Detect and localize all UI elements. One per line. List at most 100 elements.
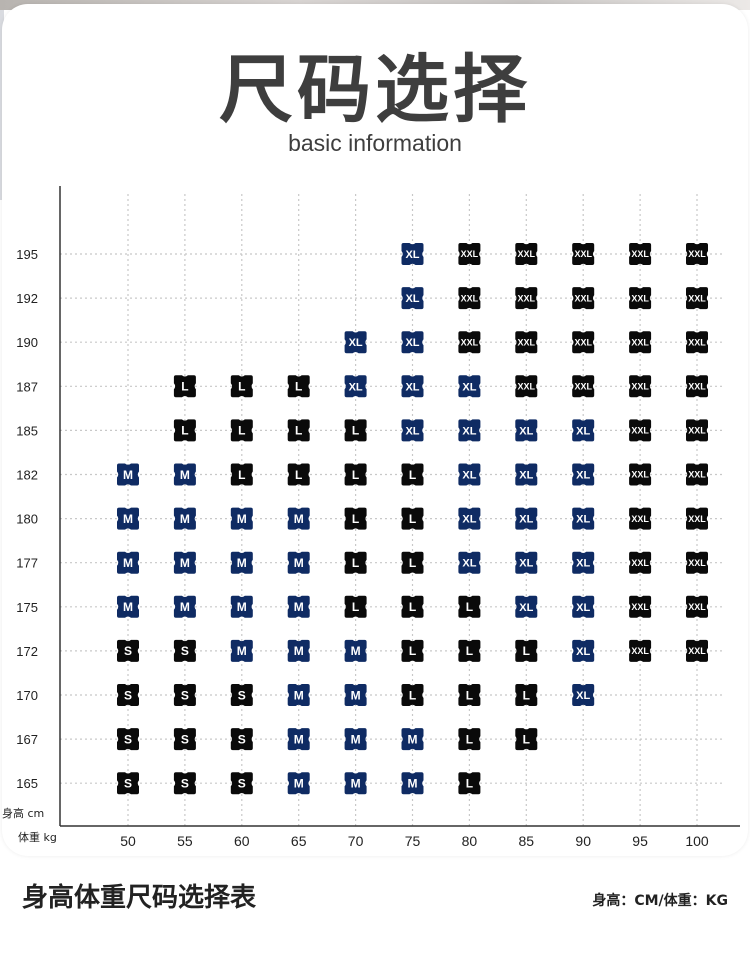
x-tick-label: 80 [462,833,478,849]
size-tag-label: XL [519,425,533,437]
size-tag-label: L [238,468,245,482]
size-tag-label: XXL [631,558,649,568]
size-tag [287,419,310,442]
size-tag-label: XXL [631,293,649,303]
size-tag [344,551,367,574]
size-tag [629,463,652,486]
size-tag [515,684,538,706]
size-tag [401,419,424,442]
size-tag-label: XL [519,469,533,481]
size-tag-label: XL [576,646,590,658]
size-tag-label: L [466,732,473,746]
size-tag [458,551,481,574]
size-tag [230,463,253,486]
size-tag-label: XL [576,602,590,614]
size-tag-label: L [466,600,473,614]
size-tag [458,728,481,751]
size-tag [686,375,708,398]
size-tag [173,507,196,530]
size-tag [629,507,652,530]
size-tag [458,772,481,795]
size-tag [287,551,310,574]
size-tag-label: XXL [688,337,706,347]
y-tick-label: 170 [16,688,38,703]
y-tick-label: 180 [16,512,38,527]
size-tag [458,331,481,354]
size-tag-label: L [466,644,473,658]
size-tag-label: XL [405,337,419,349]
size-tag [344,419,367,442]
size-tag-label: L [409,512,416,526]
size-tag-label: M [351,644,361,658]
size-tag [458,463,481,486]
size-tag [230,728,253,751]
size-tag-label: M [180,468,190,482]
page-title: 尺码选择 [219,47,531,133]
size-tag-label: XXL [688,426,706,436]
size-tag [401,595,424,618]
size-tag-label: XL [462,514,476,526]
y-tick-label: 192 [16,291,38,306]
size-tag [230,419,253,442]
y-axis-title: 身高 cm [2,806,44,820]
x-tick-label: 55 [177,833,193,849]
size-tag-label: L [295,468,302,482]
page-subtitle: basic information [288,130,462,156]
size-tag [629,287,652,310]
size-tag-label: XL [349,337,363,349]
size-tag-label: L [181,380,188,394]
size-tag-label: L [409,688,416,702]
size-tag-label: XXL [688,646,706,656]
size-tag-label: M [123,600,133,614]
size-tag [401,287,424,310]
size-tag [515,595,538,618]
size-tag [515,507,538,530]
size-tag [686,419,708,442]
size-tag [629,551,652,574]
size-tag-label: L [295,424,302,438]
size-tag-label: S [238,732,246,746]
size-tag-label: XXL [631,602,649,612]
size-tag [344,684,367,706]
size-tag [458,639,481,662]
size-tag-label: S [181,688,189,702]
size-tag [230,684,253,706]
size-tag-label: XXL [574,382,592,392]
size-tag-label: M [408,732,418,746]
size-tag-label: L [523,688,530,702]
size-tag [287,684,310,706]
x-tick-label: 90 [575,833,591,849]
size-tag [686,331,708,354]
size-tag [344,595,367,618]
size-tag-label: S [238,688,246,702]
size-tag [401,684,424,706]
size-tag-label: L [352,600,359,614]
size-tag [117,595,139,618]
size-tag-label: L [352,556,359,570]
size-tag [287,463,310,486]
size-tag [629,243,652,265]
size-tag-label: XXL [631,470,649,480]
size-tag [572,375,595,398]
size-tag-label: M [180,556,190,570]
size-tag-label: XXL [461,249,479,259]
size-tag [117,728,139,751]
size-tag [401,728,424,751]
size-tag [117,463,139,486]
size-tag-label: S [124,644,132,658]
size-tag-label: L [181,424,188,438]
size-tag-label: XXL [518,293,536,303]
size-tag [629,331,652,354]
size-tag [629,419,652,442]
size-tag-label: L [238,380,245,394]
size-tag [287,507,310,530]
size-tag-label: XL [405,381,419,393]
size-tag [629,595,652,618]
size-tag [458,684,481,706]
y-tick-label: 195 [16,247,38,262]
size-tag [686,551,708,574]
size-tag-label: XL [519,602,533,614]
size-tag-label: S [181,732,189,746]
size-tag-label: XXL [518,249,536,259]
